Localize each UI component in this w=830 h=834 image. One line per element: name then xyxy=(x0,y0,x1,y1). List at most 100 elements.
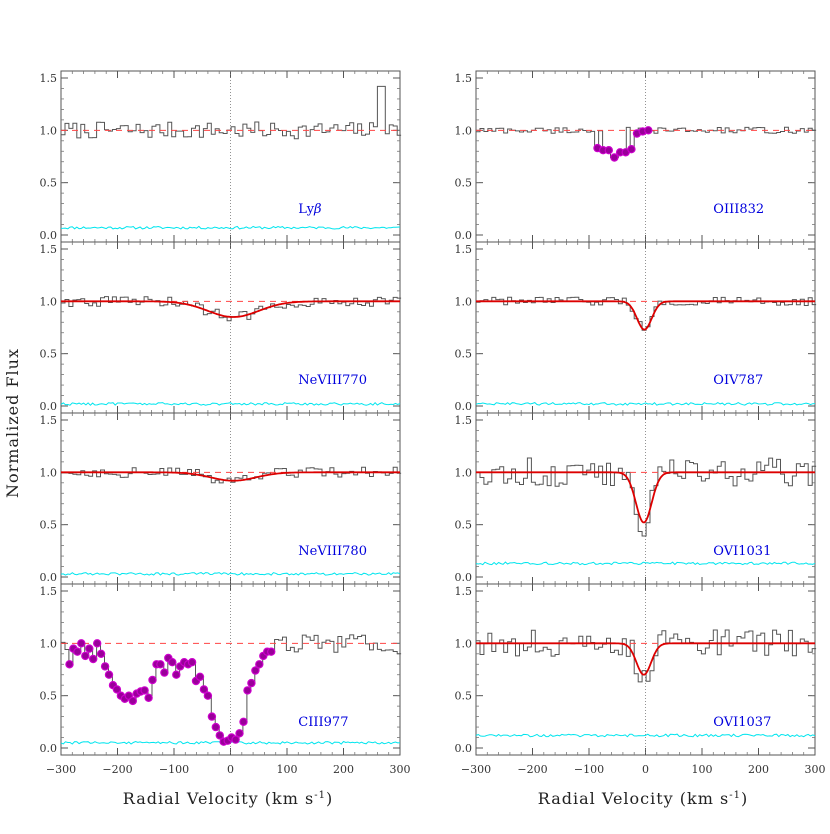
ion-label-lyb: Lyβ xyxy=(298,202,321,217)
pixel-marker xyxy=(211,722,220,732)
y-tick-label: 0.0 xyxy=(455,400,473,413)
pixel-marker xyxy=(243,686,252,695)
x-tick-label: −100 xyxy=(574,763,604,776)
model-fit-curve xyxy=(476,471,815,524)
model-fit-curve xyxy=(61,471,400,482)
y-tick-label: 0.5 xyxy=(40,177,58,190)
y-tick-label: 1.0 xyxy=(455,466,473,479)
x-tick-label: −100 xyxy=(159,763,189,776)
panel-oiv787: 0.0 0.5 1.0 1.5 OIV787 xyxy=(455,241,817,414)
pixel-marker xyxy=(203,691,213,700)
x-tick-label: 0 xyxy=(227,763,234,776)
panel-frame xyxy=(60,583,401,756)
y-tick-label: 0.0 xyxy=(40,571,58,584)
y-tick-label: 1.0 xyxy=(40,124,58,137)
pixel-marker xyxy=(235,729,244,738)
x-tick-label: −200 xyxy=(517,763,547,776)
x-tick-label: −300 xyxy=(461,763,491,776)
y-tick-label: 1.5 xyxy=(40,243,58,256)
pixel-marker xyxy=(231,735,240,744)
pixel-marker xyxy=(172,670,181,679)
error-spectrum xyxy=(60,225,401,230)
pixel-marker xyxy=(85,644,94,653)
model-fit-curve xyxy=(61,300,400,318)
panel-neviii780: 0.0 0.5 1.0 1.5 NeVIII780 xyxy=(40,412,402,585)
pixel-marker xyxy=(160,668,169,677)
y-axis-label: Normalized Flux xyxy=(3,348,22,498)
x-tick-label: 200 xyxy=(748,763,769,776)
pixel-marker xyxy=(187,658,197,667)
pixel-marker xyxy=(140,686,149,695)
pixel-marker xyxy=(604,145,614,155)
y-tick-label: 0.5 xyxy=(40,690,58,703)
x-tick-label: 0 xyxy=(642,763,649,776)
y-tick-label: 0.0 xyxy=(40,742,58,755)
pixel-marker xyxy=(168,658,177,667)
y-tick-label: 1.5 xyxy=(40,414,58,427)
x-tick-label: 200 xyxy=(333,763,354,776)
data-spectrum xyxy=(476,629,817,683)
y-tick-label: 1.0 xyxy=(40,637,58,650)
y-tick-label: 1.5 xyxy=(455,72,473,85)
y-tick-label: 0.5 xyxy=(455,690,473,703)
y-tick-label: 1.5 xyxy=(455,585,473,598)
panel-frame xyxy=(475,241,816,414)
x-tick-label: 300 xyxy=(805,763,826,776)
panels: 0.0 0.5 1.0 1.5 Lyβ 0.0 0.5 1.0 1.5 OIII832 0.0 0.5… xyxy=(40,70,826,776)
panel-frame xyxy=(60,70,401,243)
y-tick-label: 0.0 xyxy=(455,742,473,755)
y-tick-label: 1.5 xyxy=(455,414,473,427)
pixel-marker xyxy=(195,672,205,682)
pixel-marker xyxy=(644,126,653,135)
data-spectrum xyxy=(61,85,402,140)
error-spectrum xyxy=(475,401,816,406)
y-tick-label: 0.5 xyxy=(40,519,58,532)
ion-label-oiii832: OIII832 xyxy=(713,202,764,217)
ion-label-ovi1037: OVI1037 xyxy=(713,715,771,730)
x-tick-label: 100 xyxy=(692,763,713,776)
y-tick-label: 1.5 xyxy=(40,72,58,85)
pixel-marker xyxy=(215,731,224,740)
ion-label-neviii770: NeVIII770 xyxy=(298,373,367,388)
pixel-marker xyxy=(128,696,137,706)
pixel-marker xyxy=(65,660,74,669)
x-tick-label: −200 xyxy=(102,763,132,776)
error-spectrum xyxy=(475,561,816,566)
pixel-marker xyxy=(96,649,106,659)
pixel-marker xyxy=(267,647,276,656)
pixel-marker xyxy=(156,660,165,669)
x-tick-label: 100 xyxy=(277,763,298,776)
ion-label-ovi1031: OVI1031 xyxy=(713,544,771,559)
pixel-marker xyxy=(247,678,256,688)
error-spectrum xyxy=(60,572,401,576)
y-tick-label: 0.5 xyxy=(40,348,58,361)
panel-ovi1037: 0.0 0.5 1.0 1.5 −300 −200 −100 0 100 200 300 OVI103… xyxy=(455,583,826,776)
pixel-marker xyxy=(144,693,153,703)
pixel-marker xyxy=(100,662,110,671)
y-tick-label: 0.5 xyxy=(455,348,473,361)
y-tick-label: 0.5 xyxy=(455,519,473,532)
y-tick-label: 0.0 xyxy=(40,400,58,413)
data-spectrum xyxy=(61,466,402,484)
y-tick-label: 1.0 xyxy=(455,637,473,650)
model-fit-curve xyxy=(476,642,815,676)
x-axis-label-right: Radial Velocity (km s-1) xyxy=(538,789,748,808)
y-tick-label: 1.0 xyxy=(455,295,473,308)
x-tick-label: −300 xyxy=(46,763,76,776)
pixel-marker xyxy=(88,654,98,664)
pixel-marker xyxy=(255,660,264,669)
y-tick-label: 1.0 xyxy=(455,124,473,137)
x-tick-label: 300 xyxy=(390,763,411,776)
y-tick-label: 1.0 xyxy=(40,466,58,479)
pixel-marker xyxy=(73,647,82,656)
panel-oiii832: 0.0 0.5 1.0 1.5 OIII832 xyxy=(455,70,817,243)
model-fit-curve xyxy=(476,300,815,331)
panel-lyb: 0.0 0.5 1.0 1.5 Lyβ xyxy=(40,70,402,243)
data-spectrum xyxy=(476,457,817,537)
pixel-marker xyxy=(92,639,102,648)
x-axis-label-left: Radial Velocity (km s-1) xyxy=(123,789,333,808)
error-spectrum xyxy=(60,401,401,406)
pixel-marker xyxy=(627,144,636,154)
